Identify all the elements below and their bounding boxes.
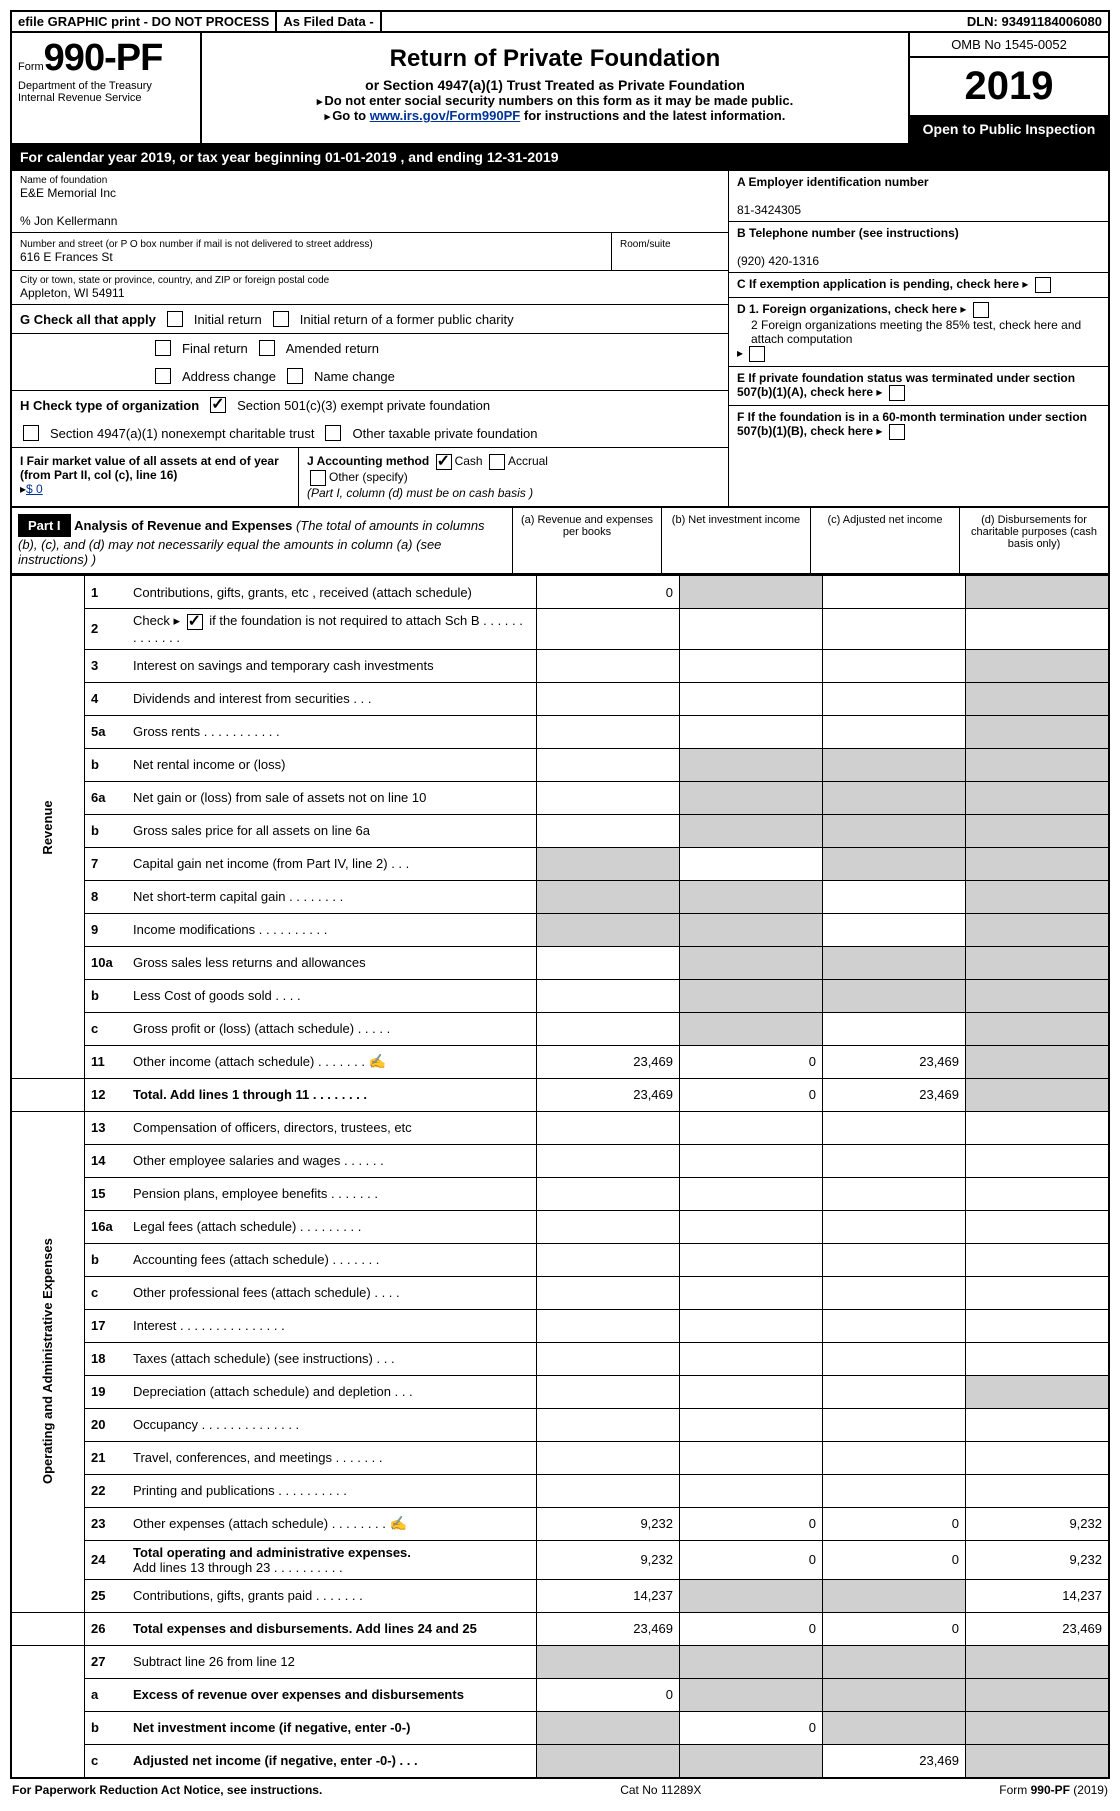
col-b-header: (b) Net investment income: [661, 508, 810, 573]
checkbox-amended[interactable]: [259, 340, 275, 356]
checkbox-4947a1[interactable]: [23, 425, 39, 441]
checkbox-501c3[interactable]: [210, 397, 226, 413]
form-header: Form990-PF Department of the Treasury In…: [10, 33, 1110, 145]
section-h: H Check type of organization Section 501…: [12, 391, 728, 419]
form-number: 990-PF: [44, 37, 163, 79]
checkbox-sch-b[interactable]: [187, 614, 203, 630]
col-d-header: (d) Disbursements for charitable purpose…: [959, 508, 1108, 573]
checkbox-e[interactable]: [889, 385, 905, 401]
dln: DLN: 93491184006080: [961, 12, 1108, 31]
checkbox-name-change[interactable]: [287, 368, 303, 384]
part1-table: Revenue 1Contributions, gifts, grants, e…: [10, 575, 1110, 1779]
part1-header: Part I Analysis of Revenue and Expenses …: [10, 508, 1110, 575]
col-c-header: (c) Adjusted net income: [810, 508, 959, 573]
checkbox-accrual[interactable]: [489, 454, 505, 470]
attach-icon[interactable]: ✍: [369, 1053, 386, 1069]
section-e: E If private foundation status was termi…: [737, 371, 1075, 399]
as-filed: As Filed Data -: [277, 12, 381, 31]
attach-icon[interactable]: ✍: [390, 1515, 407, 1531]
tax-year: 2019: [910, 58, 1108, 115]
checkbox-other-method[interactable]: [310, 470, 326, 486]
checkbox-other-taxable[interactable]: [325, 425, 341, 441]
checkbox-d2[interactable]: [749, 346, 765, 362]
ein: 81-3424305: [737, 203, 801, 217]
col-a-header: (a) Revenue and expenses per books: [512, 508, 661, 573]
checkbox-initial-return[interactable]: [167, 311, 183, 327]
foundation-name: E&E Memorial Inc: [20, 186, 720, 200]
checkbox-exemption-pending[interactable]: [1035, 277, 1051, 293]
org-info: Name of foundation E&E Memorial Inc % Jo…: [10, 171, 1110, 508]
revenue-label: Revenue: [11, 576, 85, 1079]
section-g: G Check all that apply Initial return In…: [12, 305, 728, 334]
city-state-zip: Appleton, WI 54911: [20, 286, 720, 300]
checkbox-final-return[interactable]: [155, 340, 171, 356]
fmv-assets: $ 0: [26, 482, 43, 496]
irs-link[interactable]: www.irs.gov/Form990PF: [370, 108, 521, 123]
checkbox-address-change[interactable]: [155, 368, 171, 384]
checkbox-f[interactable]: [889, 424, 905, 440]
checkbox-cash[interactable]: [436, 454, 452, 470]
section-f: F If the foundation is in a 60-month ter…: [737, 410, 1087, 438]
checkbox-initial-former[interactable]: [273, 311, 289, 327]
omb-number: OMB No 1545-0052: [910, 33, 1108, 58]
checkbox-d1[interactable]: [973, 302, 989, 318]
street-address: 616 E Frances St: [20, 250, 603, 264]
expenses-label: Operating and Administrative Expenses: [11, 1111, 85, 1612]
public-inspection: Open to Public Inspection: [910, 115, 1108, 143]
top-bar: efile GRAPHIC print - DO NOT PROCESS As …: [10, 10, 1110, 33]
efile-notice: efile GRAPHIC print - DO NOT PROCESS: [12, 12, 277, 31]
form-title: Return of Private Foundation: [210, 45, 900, 73]
phone: (920) 420-1316: [737, 254, 819, 268]
calendar-year-row: For calendar year 2019, or tax year begi…: [10, 145, 1110, 171]
section-c: C If exemption application is pending, c…: [737, 277, 1019, 291]
